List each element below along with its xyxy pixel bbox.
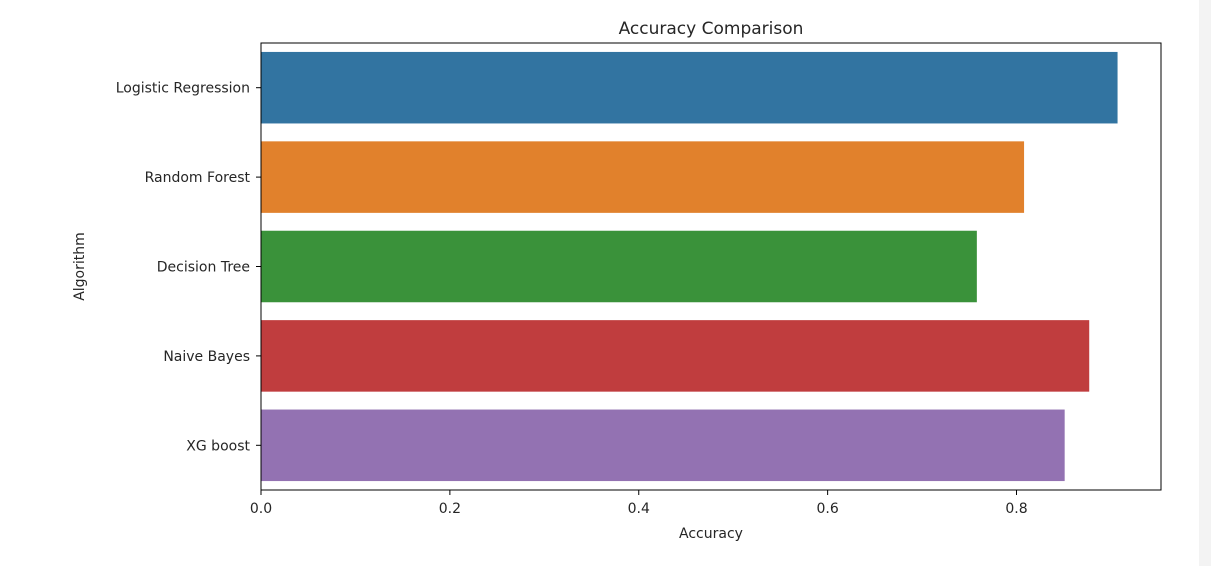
bar-xg-boost [261, 409, 1065, 482]
y-tick-label: Logistic Regression [116, 81, 250, 97]
y-tick-label: Naive Bayes [163, 349, 250, 365]
bar-naive-bayes [261, 320, 1090, 392]
scrollbar-gutter [1199, 0, 1211, 566]
x-tick-label: 0.6 [816, 501, 838, 517]
x-axis-label: Accuracy [679, 526, 743, 542]
x-ticks-group: 0.0 0.2 0.4 0.6 0.8 [250, 490, 1028, 517]
bar-decision-tree [261, 230, 977, 303]
bar-random-forest [261, 141, 1025, 213]
y-tick-label: Decision Tree [157, 260, 250, 276]
y-axis-label: Algorithm [72, 232, 88, 301]
bar-logistic-regression [261, 51, 1118, 124]
y-ticks-group: Logistic Regression Random Forest Decision… [116, 81, 261, 454]
x-tick-label: 0.2 [439, 501, 461, 517]
x-tick-label: 0.4 [628, 501, 650, 517]
bars-group [261, 51, 1118, 482]
y-tick-label: Random Forest [145, 170, 251, 186]
x-tick-label: 0.8 [1005, 501, 1027, 517]
y-tick-label: XG boost [186, 438, 250, 454]
chart-title: Accuracy Comparison [619, 19, 804, 39]
x-tick-label: 0.0 [250, 501, 272, 517]
